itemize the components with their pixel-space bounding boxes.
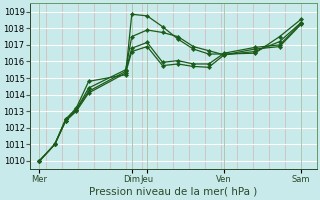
X-axis label: Pression niveau de la mer( hPa ): Pression niveau de la mer( hPa ) bbox=[89, 187, 258, 197]
